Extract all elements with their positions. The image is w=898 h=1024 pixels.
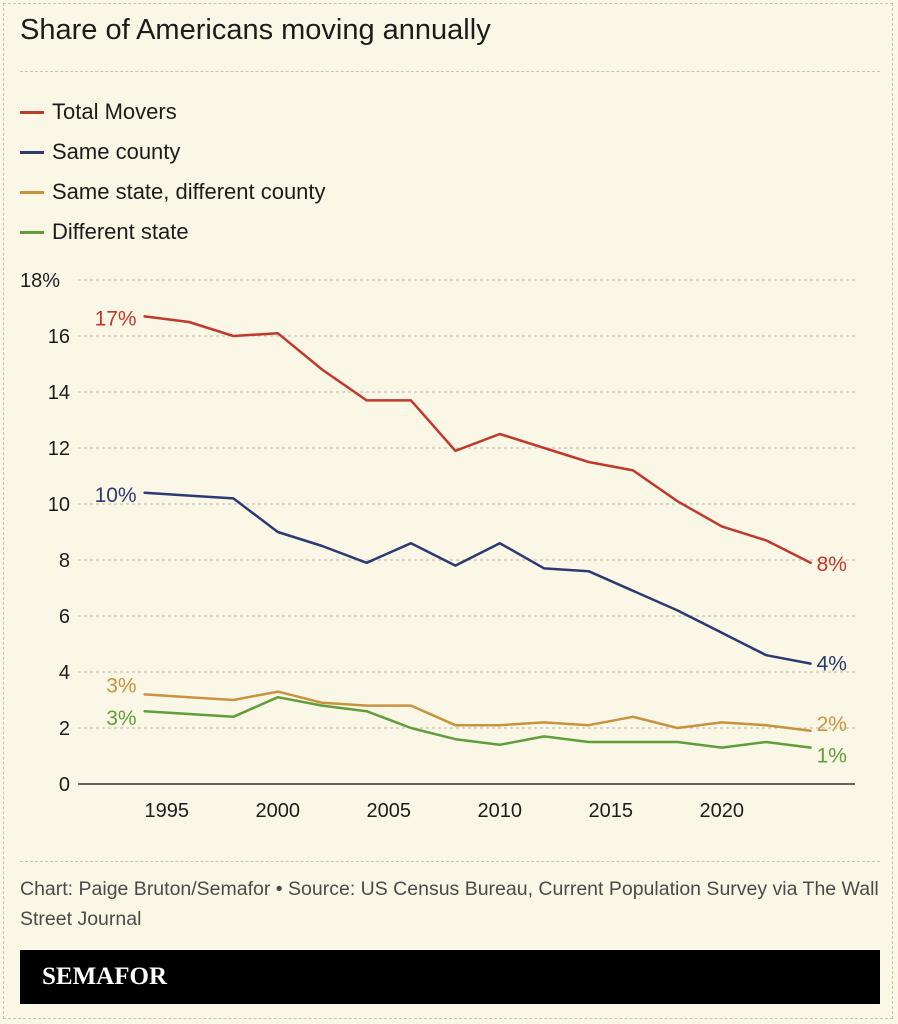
series-start-label: 17% [95,307,137,330]
legend: Total Movers Same county Same state, diffe… [20,92,326,252]
series-line [143,315,812,565]
series-start-label: 10% [95,484,137,507]
chart-frame [3,3,893,1019]
y-tick-label: 12 [48,438,70,460]
y-tick-label: 18% [20,270,60,292]
brand-bar: SEMAFOR [20,950,880,1004]
x-tick-label: 2000 [256,800,301,822]
x-tick-label: 2015 [589,800,634,822]
title-divider [20,71,880,72]
legend-item: Same county [20,132,326,172]
legend-swatch [20,150,44,154]
source-credit: Chart: Paige Bruton/Semafor • Source: US… [20,878,879,930]
series-start-label: 3% [106,674,136,697]
series-end-label: 8% [817,553,847,576]
series-end-label: 4% [817,653,847,676]
series-line [143,491,812,665]
x-tick-label: 2005 [367,800,412,822]
x-tick-label: 2010 [478,800,523,822]
legend-item: Same state, different county [20,172,326,212]
legend-label: Different state [52,219,189,244]
legend-swatch [20,230,44,234]
y-tick-label: 0 [59,774,70,796]
legend-label: Same state, different county [52,179,326,204]
series-start-label: 3% [106,707,136,730]
legend-item: Different state [20,212,326,252]
line-chart: 0 2 4 6 8 10 12 14 16 18% 1995 2000 2005 2010 2015 2020… [20,270,855,822]
x-tick-label: 2020 [700,800,745,822]
brand-logo: SEMAFOR [42,963,167,990]
y-tick-label: 6 [59,606,70,628]
y-tick-label: 4 [59,662,70,684]
series-line [143,690,812,733]
legend-item: Total Movers [20,92,326,132]
legend-label: Total Movers [52,99,177,124]
series-line [143,695,812,749]
legend-swatch [20,190,44,194]
chart-title: Share of Americans moving annually [20,14,491,46]
y-tick-label: 16 [48,326,70,348]
y-tick-label: 8 [59,550,70,572]
x-tick-label: 1995 [145,800,190,822]
footer-divider [20,861,880,862]
legend-swatch [20,110,44,114]
y-tick-label: 14 [48,382,70,404]
y-tick-label: 10 [48,494,70,516]
y-tick-label: 2 [59,718,70,740]
series-end-label: 1% [817,745,847,768]
legend-label: Same county [52,139,181,164]
series-end-label: 2% [817,713,847,736]
